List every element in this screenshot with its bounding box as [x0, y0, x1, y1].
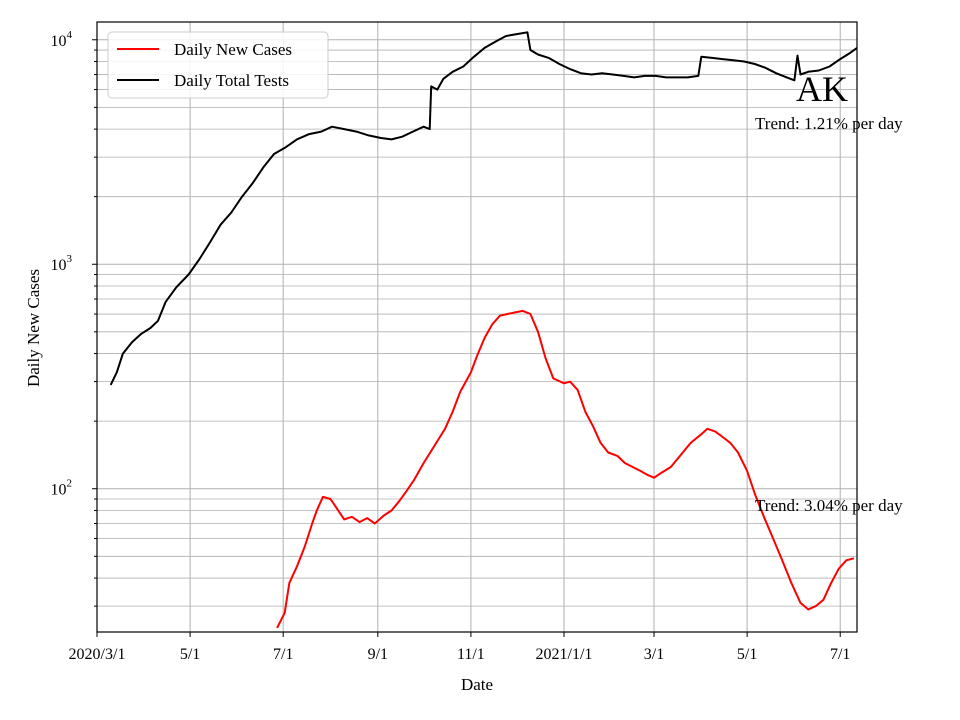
x-tick-label: 3/1 [644, 646, 664, 663]
y-tick-exponent: 3 [67, 253, 73, 265]
x-tick-label: 2021/1/1 [536, 646, 593, 663]
x-axis-label: Date [461, 675, 493, 694]
state-label: AK [796, 69, 848, 109]
y-tick-label: 104 [51, 29, 73, 50]
series-line-daily-new-cases [276, 309, 855, 629]
axis-ticks: 2020/3/1 5/1 7/1 9/1 11/1 2021/1/1 3/1 5/1 7/1 10… [51, 29, 851, 663]
y-tick-base: 10 [51, 482, 67, 499]
legend-box [107, 31, 329, 99]
x-tick-label: 11/1 [457, 646, 485, 663]
x-tick-label: 2020/3/1 [69, 646, 126, 663]
legend-label-daily-total-tests: Daily Total Tests [174, 71, 289, 90]
trend-annotation-tests: Trend: 1.21% per day [755, 114, 903, 133]
legend: Daily New Cases Daily Total Tests [107, 31, 329, 99]
y-tick-base: 10 [51, 33, 67, 50]
y-tick-label: 103 [51, 253, 73, 274]
x-tick-label: 7/1 [273, 646, 293, 663]
trend-annotation-cases: Trend: 3.04% per day [755, 496, 903, 515]
y-axis-label: Daily New Cases [24, 269, 43, 387]
y-tick-exponent: 2 [67, 478, 73, 490]
series-line-daily-total-tests [109, 31, 857, 386]
x-tick-label: 9/1 [368, 646, 388, 663]
x-tick-label: 5/1 [180, 646, 200, 663]
legend-label-daily-new-cases: Daily New Cases [174, 40, 292, 59]
x-tick-label: 7/1 [830, 646, 850, 663]
y-tick-label: 102 [51, 478, 73, 499]
plot-frame [96, 21, 858, 633]
y-tick-base: 10 [51, 257, 67, 274]
series-layer [109, 31, 857, 629]
y-tick-exponent: 4 [67, 29, 73, 41]
x-tick-label: 5/1 [737, 646, 757, 663]
